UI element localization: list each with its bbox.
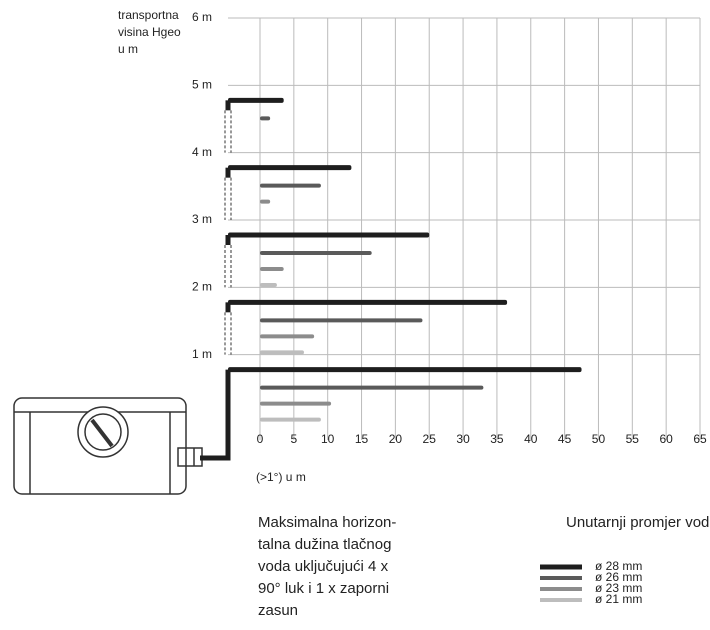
bar <box>260 116 271 121</box>
y-axis-label: transportna <box>118 8 179 22</box>
y-axis-label: visina Hgeo <box>118 25 181 39</box>
x-tick-label: 25 <box>423 432 437 446</box>
y-tick-label: 6 m <box>192 10 212 24</box>
legend-label: ø 23 mm <box>595 581 642 595</box>
bar <box>260 251 372 255</box>
note: zasun <box>258 602 298 619</box>
bar <box>260 183 321 188</box>
x-axis-label: (>1°) u m <box>256 470 306 484</box>
x-tick-label: 50 <box>592 432 606 446</box>
bar <box>228 165 352 171</box>
bar <box>260 401 332 406</box>
y-tick-label: 5 m <box>192 78 212 92</box>
pipe <box>200 369 231 461</box>
bar <box>260 283 277 287</box>
legend-title: Unutarnji promjer voda <box>566 514 710 531</box>
x-tick-label: 30 <box>456 432 470 446</box>
x-tick-label: 5 <box>291 432 298 446</box>
x-tick-label: 55 <box>626 432 640 446</box>
y-tick-label: 2 m <box>192 280 212 294</box>
bar <box>228 299 508 305</box>
bar <box>228 232 430 238</box>
bar <box>260 267 284 271</box>
bar <box>260 417 321 422</box>
note: talna dužina tlačnog <box>258 536 391 553</box>
bar <box>260 199 271 204</box>
x-tick-label: 15 <box>355 432 369 446</box>
bar <box>260 350 304 355</box>
bar <box>260 318 423 323</box>
x-tick-label: 0 <box>257 432 264 446</box>
x-tick-label: 10 <box>321 432 335 446</box>
bar <box>260 334 315 339</box>
note: voda uključujući 4 x <box>258 558 389 575</box>
legend-label: ø 26 mm <box>595 570 642 584</box>
pump <box>13 397 203 495</box>
x-tick-label: 60 <box>659 432 673 446</box>
y-axis-label: u m <box>118 42 138 56</box>
bar <box>260 385 484 390</box>
y-tick-label: 1 m <box>192 347 212 361</box>
note: 90° luk i 1 x zaporni <box>258 580 389 597</box>
legend-label: ø 21 mm <box>595 592 642 606</box>
y-tick-label: 4 m <box>192 145 212 159</box>
legend-label: ø 28 mm <box>595 559 642 573</box>
note: Maksimalna horizon- <box>258 514 396 531</box>
x-tick-label: 40 <box>524 432 538 446</box>
x-tick-label: 45 <box>558 432 572 446</box>
bar <box>228 97 284 103</box>
x-tick-label: 35 <box>490 432 504 446</box>
bar <box>228 367 582 373</box>
x-tick-label: 65 <box>693 432 707 446</box>
x-tick-label: 20 <box>389 432 403 446</box>
y-tick-label: 3 m <box>192 212 212 226</box>
